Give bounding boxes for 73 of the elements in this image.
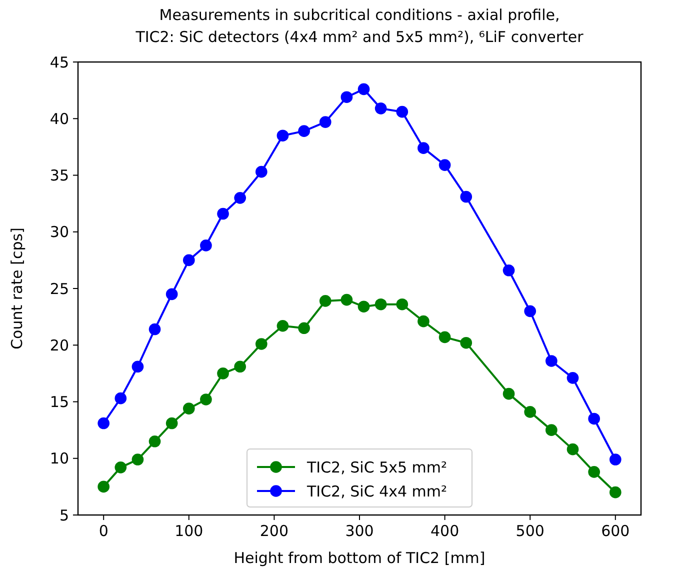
point: [166, 417, 178, 430]
point: [418, 315, 430, 328]
point: [148, 435, 161, 448]
point: [524, 305, 536, 318]
point: [114, 462, 127, 474]
x-axis-title: Height from bottom of TIC2 [mm]: [234, 549, 486, 567]
x-tick-label: 0: [98, 522, 108, 540]
point: [438, 331, 451, 344]
point: [166, 288, 178, 300]
point: [566, 372, 579, 384]
point: [114, 392, 127, 404]
legend-label: TIC2, SiC 4x4 mm²: [306, 482, 448, 500]
point: [566, 443, 579, 456]
point: [319, 295, 332, 307]
point: [502, 388, 515, 400]
y-tick-label: 40: [50, 110, 69, 128]
point: [182, 254, 195, 266]
y-tick-label: 5: [59, 506, 69, 524]
point: [255, 166, 268, 178]
point: [396, 298, 408, 310]
point: [374, 298, 387, 310]
point: [340, 294, 353, 306]
chart-title: Measurements in subcritical conditions - axial profile, TIC2: SiC detectors (4x4 mm² and 5x5 mm²), ⁶LiF converter: [134, 6, 584, 46]
point: [234, 192, 246, 204]
point: [276, 130, 289, 142]
x-tick-label: 400: [430, 522, 460, 540]
y-tick-label: 45: [50, 53, 69, 72]
point: [588, 466, 600, 478]
point: [340, 91, 353, 104]
x-tick-label: 200: [260, 522, 289, 540]
y-tick-label: 20: [50, 336, 69, 354]
point: [217, 208, 229, 220]
point: [358, 83, 370, 96]
y-tick-label: 30: [50, 223, 69, 242]
point: [460, 190, 472, 203]
point: [132, 454, 144, 466]
point: [319, 116, 332, 128]
point: [438, 159, 451, 171]
y-tick-label: 15: [50, 393, 69, 411]
point: [546, 355, 558, 367]
x-tick-label: 500: [516, 522, 544, 540]
point: [418, 142, 430, 154]
point: [358, 300, 370, 313]
point: [460, 336, 472, 349]
point: [502, 264, 515, 276]
point: [546, 424, 558, 436]
point: [609, 486, 622, 498]
point: [374, 102, 387, 114]
point: [200, 240, 212, 252]
x-tick-label: 100: [174, 522, 204, 540]
point: [98, 417, 110, 430]
point: [298, 322, 310, 334]
point: [524, 406, 536, 418]
point: [132, 360, 144, 373]
point: [148, 323, 161, 336]
point: [396, 106, 408, 118]
point: [182, 402, 195, 414]
point: [234, 360, 246, 373]
point: [200, 394, 212, 406]
point: [588, 412, 600, 425]
point: [609, 454, 622, 466]
y-tick-label: 25: [50, 280, 69, 298]
point: [298, 125, 310, 137]
point: [217, 368, 229, 380]
point: [276, 320, 289, 332]
x-tick-label: 300: [345, 522, 374, 540]
y-axis-title: Count rate [cps]: [8, 228, 26, 350]
point: [98, 480, 110, 493]
y-tick-label: 10: [50, 450, 69, 468]
y-tick-label: 35: [50, 166, 69, 184]
legend-label: TIC2, SiC 5x5 mm²: [306, 458, 448, 476]
x-tick-label: 600: [601, 522, 630, 540]
point: [255, 338, 268, 350]
